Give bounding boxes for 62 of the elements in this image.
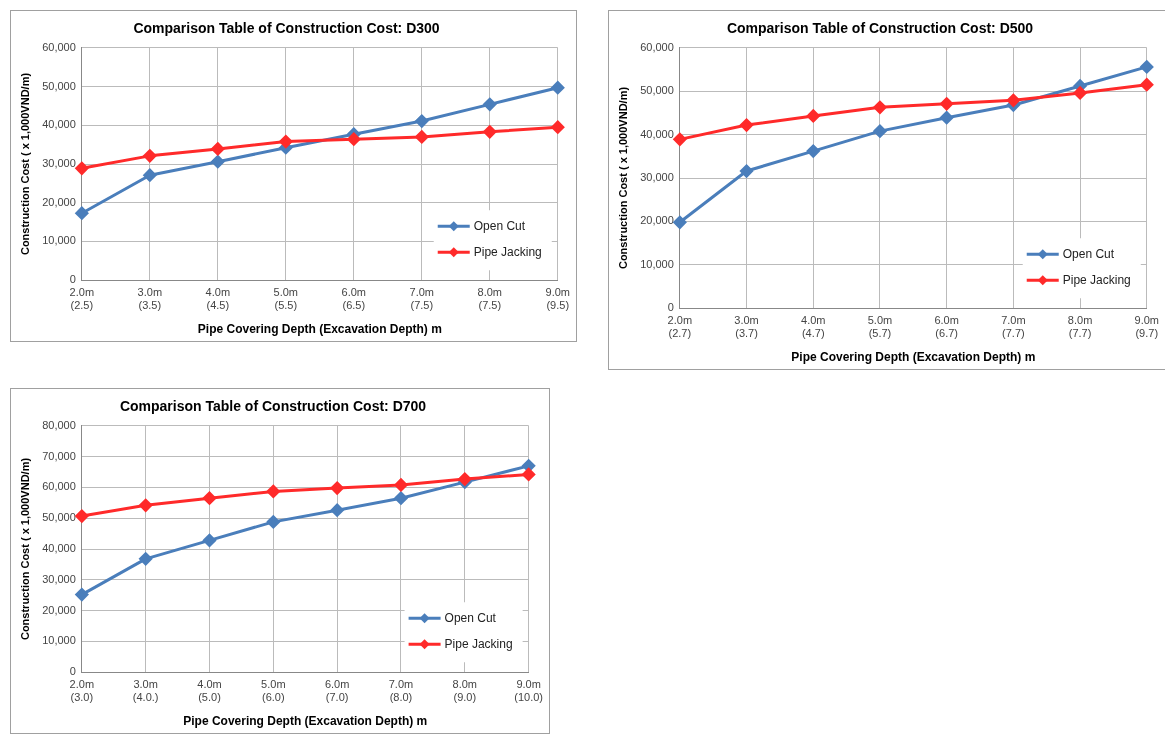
x-tick-label: 4.0m (4.5) — [205, 285, 231, 312]
legend-label: Pipe Jacking — [473, 244, 542, 259]
y-tick-label: 0 — [69, 665, 76, 678]
x-tick-label: 8.0m (9.0) — [452, 677, 478, 704]
x-tick-label: 9.0m (9.7) — [1134, 313, 1160, 340]
x-tick-label: 5.0m (5.7) — [867, 313, 893, 340]
x-tick-label: 8.0m (7.7) — [1067, 313, 1093, 340]
y-axis-title: Construction Cost ( x 1,000VND/m) — [18, 457, 31, 641]
y-tick-label: 50,000 — [640, 84, 674, 97]
y-tick-label: 50,000 — [42, 79, 76, 92]
y-axis-title: Construction Cost ( x 1,000VND/m) — [616, 86, 629, 270]
x-tick-label: 6.0m (7.0) — [324, 677, 350, 704]
y-tick-label: 30,000 — [42, 572, 76, 585]
y-tick-label: 60,000 — [42, 40, 76, 53]
y-tick-label: 10,000 — [640, 257, 674, 270]
y-tick-label: 10,000 — [42, 234, 76, 247]
legend-label: Pipe Jacking — [1062, 272, 1131, 287]
y-tick-label: 30,000 — [42, 157, 76, 170]
y-tick-label: 50,000 — [42, 511, 76, 524]
y-tick-label: 40,000 — [42, 542, 76, 555]
x-tick-label: 5.0m (6.0) — [261, 677, 286, 704]
x-tick-label: 6.0m (6.7) — [934, 313, 959, 340]
x-axis-title: Pipe Covering Depth (Excavation Depth) m — [197, 322, 442, 337]
y-tick-label: 0 — [69, 273, 76, 286]
legend-label: Pipe Jacking — [444, 636, 513, 651]
x-tick-label: 3.0m (3.7) — [734, 313, 759, 340]
y-tick-label: 40,000 — [640, 127, 674, 140]
x-tick-label: 3.0m (4.0.) — [132, 677, 159, 704]
y-tick-label: 0 — [667, 301, 674, 314]
x-tick-label: 6.0m (6.5) — [341, 285, 367, 312]
x-tick-label: 5.0m (5.5) — [273, 285, 299, 312]
x-tick-label: 9.0m (10.0) — [514, 677, 544, 704]
legend-label: Open Cut — [1062, 246, 1115, 261]
y-tick-label: 10,000 — [42, 634, 76, 647]
x-tick-label: 7.0m (7.5) — [409, 285, 435, 312]
chart-title: Comparison Table of Construction Cost: D500 — [726, 20, 1034, 37]
x-axis-title: Pipe Covering Depth (Excavation Depth) m — [183, 714, 428, 729]
y-tick-label: 80,000 — [42, 418, 76, 431]
y-tick-label: 20,000 — [640, 214, 674, 227]
y-tick-label: 20,000 — [42, 195, 76, 208]
y-tick-label: 30,000 — [640, 171, 674, 184]
x-tick-label: 2.0m (2.5) — [69, 285, 95, 312]
x-tick-label: 2.0m (3.0) — [69, 677, 95, 704]
x-tick-label: 7.0m (8.0) — [388, 677, 414, 704]
chart-title: Comparison Table of Construction Cost: D300 — [133, 20, 440, 37]
chart-title: Comparison Table of Construction Cost: D700 — [119, 398, 427, 415]
x-tick-label: 2.0m (2.7) — [667, 313, 693, 340]
x-tick-label: 4.0m (4.7) — [801, 313, 826, 340]
legend-label: Open Cut — [473, 218, 526, 233]
y-tick-label: 20,000 — [42, 603, 76, 616]
x-axis-title: Pipe Covering Depth (Excavation Depth) m — [791, 350, 1036, 365]
x-tick-label: 8.0m (7.5) — [477, 285, 503, 312]
legend-label: Open Cut — [444, 610, 497, 625]
x-tick-label: 9.0m (9.5) — [545, 285, 571, 312]
y-tick-label: 60,000 — [42, 480, 76, 493]
x-tick-label: 7.0m (7.7) — [1001, 313, 1026, 340]
y-tick-label: 70,000 — [42, 449, 76, 462]
y-axis-title: Construction Cost ( x 1,000VND/m) — [18, 72, 31, 256]
x-tick-label: 4.0m (5.0) — [197, 677, 222, 704]
y-tick-label: 60,000 — [640, 40, 674, 53]
x-tick-label: 3.0m (3.5) — [137, 285, 163, 312]
y-tick-label: 40,000 — [42, 118, 76, 131]
